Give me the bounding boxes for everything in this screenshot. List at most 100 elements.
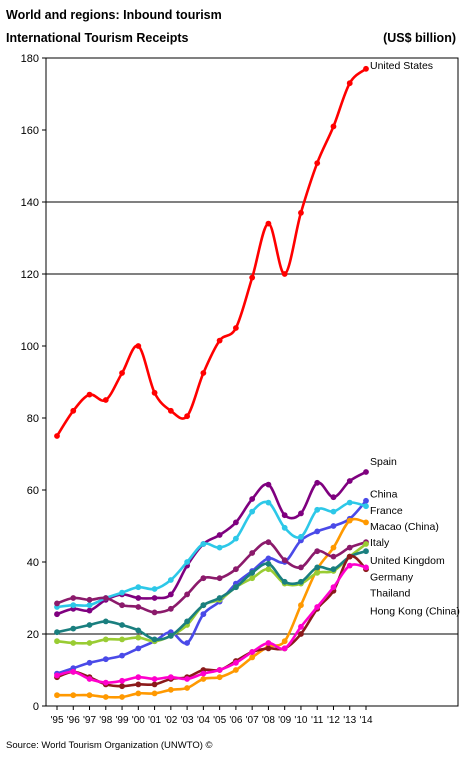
- series-united-states: [54, 65, 369, 439]
- data-point: [86, 692, 93, 699]
- series-label-macao-china: Macao (China): [370, 521, 439, 533]
- data-point: [167, 686, 174, 693]
- y-tick-label: 0: [33, 701, 39, 713]
- data-point: [54, 611, 60, 618]
- data-point: [265, 566, 272, 573]
- data-point: [135, 645, 142, 652]
- series-label-hong-kong-china: Hong Kong (China): [370, 606, 460, 618]
- data-point: [151, 636, 158, 643]
- data-point: [167, 577, 174, 583]
- data-point: [346, 80, 353, 87]
- data-point: [249, 274, 256, 281]
- y-tick-label: 40: [27, 557, 39, 569]
- data-point: [346, 562, 353, 569]
- data-point: [281, 578, 288, 585]
- x-tick-label: '06: [229, 715, 242, 726]
- data-point: [102, 595, 109, 601]
- chart-subtitle: International Tourism Receipts: [6, 31, 189, 45]
- x-tick-label: '95: [50, 715, 63, 726]
- data-point: [281, 638, 288, 645]
- data-point: [151, 389, 158, 396]
- series-labels: United States Spain China France Macao (Chin…: [370, 60, 460, 617]
- data-point: [216, 532, 223, 538]
- x-tick-label: '00: [132, 715, 145, 726]
- data-point: [232, 519, 239, 526]
- series-label-france: France: [370, 505, 403, 517]
- y-tick-label: 120: [21, 269, 39, 281]
- data-point: [265, 555, 272, 562]
- data-point: [86, 622, 93, 628]
- data-point: [119, 683, 125, 690]
- data-point: [184, 685, 191, 691]
- data-point: [70, 692, 77, 699]
- data-point: [151, 676, 158, 682]
- data-point: [54, 433, 60, 439]
- data-point: [119, 370, 125, 376]
- x-tick-label: '05: [213, 715, 226, 726]
- x-tick-label: '14: [359, 715, 372, 726]
- chart-title: World and regions: Inbound tourism: [6, 8, 222, 22]
- data-point: [151, 609, 158, 616]
- data-point: [102, 636, 109, 643]
- data-point: [70, 407, 77, 414]
- data-point: [232, 659, 239, 666]
- data-point: [167, 632, 174, 639]
- x-axis: '95'96'97'98'99'00'01'02'03'04'05'06'07 '…: [50, 706, 373, 726]
- data-point: [232, 584, 239, 591]
- data-point: [363, 497, 369, 504]
- data-point: [167, 674, 174, 681]
- line-chart: 0 20 40 60 80 100 120 140 160 180 '95 '96'97'98 '99…: [21, 53, 460, 726]
- data-point: [216, 575, 223, 582]
- data-point: [363, 564, 369, 571]
- data-point: [54, 672, 60, 679]
- y-tick-label: 20: [27, 629, 39, 641]
- data-point: [70, 625, 77, 632]
- data-point: [330, 584, 337, 591]
- series-germany: [54, 548, 369, 643]
- data-point: [119, 694, 125, 700]
- x-tick-label: '01: [148, 715, 161, 726]
- data-point: [265, 560, 272, 567]
- data-point: [265, 481, 272, 488]
- data-point: [346, 553, 353, 560]
- y-tick-label: 160: [21, 125, 39, 137]
- data-point: [184, 676, 191, 682]
- data-point: [232, 566, 239, 573]
- data-point: [232, 667, 239, 673]
- data-point: [135, 604, 142, 610]
- data-point: [70, 668, 77, 675]
- x-tick-label: '98: [99, 715, 112, 726]
- series-label-italy: Italy: [370, 537, 390, 549]
- data-point: [314, 160, 321, 167]
- data-point: [232, 535, 239, 542]
- data-point: [184, 591, 191, 598]
- data-point: [216, 544, 223, 551]
- data-point: [119, 677, 125, 684]
- series-label-united-states: United States: [370, 60, 433, 72]
- y-axis: 0 20 40 60 80 100 120 140 160 180: [21, 53, 46, 713]
- data-point: [86, 659, 93, 666]
- plot-area: [45, 57, 459, 707]
- data-point: [298, 578, 304, 585]
- data-point: [200, 676, 207, 682]
- data-point: [314, 528, 321, 535]
- y-tick-label: 80: [27, 413, 39, 425]
- unit-label: (US$ billion): [383, 31, 456, 45]
- data-point: [216, 337, 223, 344]
- data-point: [184, 618, 191, 625]
- data-point: [151, 595, 158, 601]
- data-point: [184, 559, 191, 565]
- source-note: Source: World Tourism Organization (UNWT…: [6, 740, 213, 751]
- data-point: [330, 508, 337, 515]
- data-point: [216, 595, 223, 601]
- data-point: [363, 469, 369, 475]
- data-point: [298, 510, 304, 517]
- data-point: [265, 539, 272, 546]
- data-point: [363, 541, 369, 547]
- data-point: [135, 627, 142, 634]
- data-point: [281, 645, 288, 652]
- data-point: [167, 591, 174, 598]
- data-point: [363, 519, 369, 526]
- data-point: [86, 640, 93, 646]
- data-point: [86, 391, 93, 398]
